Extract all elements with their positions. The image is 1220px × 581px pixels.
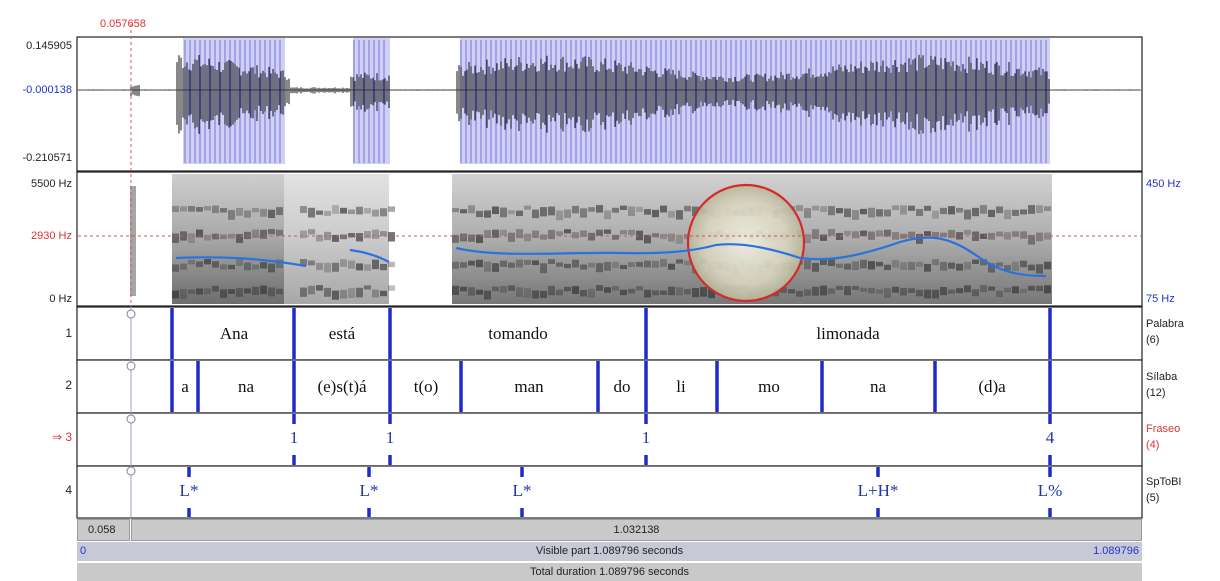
syllable-label[interactable]: (d)a <box>978 377 1006 396</box>
break-index-label[interactable]: 4 <box>1045 428 1055 447</box>
syllable-boundaries[interactable] <box>170 361 1052 412</box>
pitch-bottom-label: 75 Hz <box>1146 293 1175 305</box>
syllable-label[interactable]: (e)s(t)á <box>317 377 367 396</box>
selection-left-value: 0.058 <box>88 524 116 536</box>
waveform-max-label: 0.145905 <box>26 40 72 52</box>
selection-left-bar[interactable]: 0.058 <box>77 519 130 541</box>
tier-count: (5) <box>1146 492 1160 504</box>
tier-count: (4) <box>1146 439 1160 451</box>
tier-name-fraseo[interactable]: Fraseo (4) <box>1146 421 1180 453</box>
tier-name: Fraseo <box>1146 423 1181 435</box>
total-label: Total duration 1.089796 seconds <box>529 566 689 578</box>
pitch-contour <box>349 248 390 263</box>
visible-label: Visible part 1.089796 seconds <box>535 545 684 557</box>
tier-palabra[interactable] <box>76 306 1143 361</box>
tier-count: (6) <box>1146 334 1160 346</box>
tier-number-3[interactable]: ⇒ 3 <box>51 430 72 444</box>
break-index-label[interactable]: 1 <box>385 428 395 447</box>
visible-end: 1.089796 <box>1093 545 1139 557</box>
total-duration-bar[interactable]: Total duration 1.089796 seconds <box>77 563 1142 581</box>
tone-label[interactable]: L% <box>1037 481 1063 500</box>
syllable-label[interactable]: do <box>613 377 631 396</box>
tier-name-silaba[interactable]: Sílaba (12) <box>1146 369 1177 401</box>
tier-count: (12) <box>1146 387 1166 399</box>
pitch-contour <box>455 236 1047 278</box>
syllable-label[interactable]: na <box>237 377 255 396</box>
tone-label[interactable]: L* <box>179 481 199 500</box>
pitch-top-label: 450 Hz <box>1146 178 1181 190</box>
spectrogram-cursor-freq: 2930 Hz <box>31 230 72 242</box>
syllable-label[interactable]: man <box>514 377 544 396</box>
syllable-label[interactable]: mo <box>758 377 780 396</box>
highlight-circle-outline <box>686 183 806 303</box>
waveform-zero-label: -0.000138 <box>22 84 72 96</box>
tier-name: Sílaba <box>1146 371 1178 383</box>
selection-right-bar[interactable]: 1.032138 <box>131 519 1142 541</box>
spectrogram-region <box>172 174 284 304</box>
word-label[interactable]: tomando <box>488 324 548 343</box>
word-label[interactable]: está <box>328 324 356 343</box>
tier-name-sptobi[interactable]: SpToBI (5) <box>1146 474 1181 506</box>
tone-label[interactable]: L+H* <box>857 481 899 500</box>
tier-sptobi[interactable] <box>76 465 1143 519</box>
syllable-label[interactable]: t(o) <box>413 377 439 396</box>
tier-fraseo[interactable] <box>76 412 1143 467</box>
tone-point-marks[interactable] <box>187 467 1052 517</box>
syllable-label[interactable]: a <box>181 377 189 396</box>
pitch-contour <box>175 256 307 268</box>
word-label[interactable]: limonada <box>816 324 880 343</box>
highlight-circle <box>688 185 804 301</box>
waveform-signal <box>78 54 1140 135</box>
tier-number-4[interactable]: 4 <box>65 483 72 497</box>
tier-number-1[interactable]: 1 <box>65 326 72 340</box>
spectrogram-onset <box>130 186 136 296</box>
spectrogram-bottom-freq: 0 Hz <box>49 293 72 305</box>
word-boundaries[interactable] <box>170 308 1052 359</box>
tone-label[interactable]: L* <box>359 481 379 500</box>
cursor-tier-circles <box>126 309 136 476</box>
syllable-label[interactable]: li <box>676 377 686 396</box>
tier-number-2[interactable]: 2 <box>65 378 72 392</box>
cursor-time-label: 0.057658 <box>100 18 146 30</box>
visible-start: 0 <box>80 545 87 557</box>
visible-part-bar[interactable]: 0 Visible part 1.089796 seconds 1.089796 <box>77 542 1142 561</box>
tier-name-palabra[interactable]: Palabra (6) <box>1146 316 1184 348</box>
spectrogram-top-freq: 5500 Hz <box>31 178 72 190</box>
fraseo-point-marks[interactable] <box>292 414 1052 465</box>
tier-name: SpToBI <box>1146 476 1182 488</box>
waveform-min-label: -0.210571 <box>22 152 72 164</box>
tier-name: Palabra <box>1146 318 1184 330</box>
syllable-label[interactable]: na <box>869 377 887 396</box>
word-label[interactable]: Ana <box>219 324 249 343</box>
break-index-label[interactable]: 1 <box>641 428 651 447</box>
selection-right-value: 1.032138 <box>613 524 660 536</box>
tone-label[interactable]: L* <box>512 481 532 500</box>
break-index-label[interactable]: 1 <box>289 428 299 447</box>
